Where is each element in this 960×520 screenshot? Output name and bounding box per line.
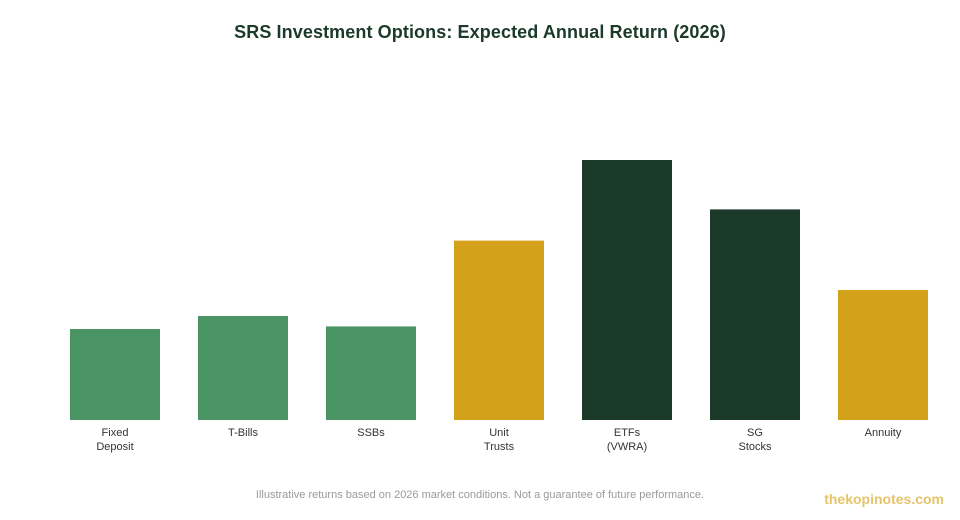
footnote: Illustrative returns based on 2026 marke… bbox=[255, 489, 705, 501]
x-tick-label-4: ETFs (VWRA) bbox=[607, 427, 647, 453]
chart-title: SRS Investment Options: Expected Annual … bbox=[234, 22, 726, 42]
bar-3 bbox=[454, 240, 544, 420]
bar-5 bbox=[710, 209, 800, 420]
bar-6 bbox=[838, 290, 928, 420]
bar-2 bbox=[326, 326, 416, 420]
x-tick-label-5: SG Stocks bbox=[738, 427, 772, 453]
bar-0 bbox=[70, 329, 160, 420]
bar-1 bbox=[198, 316, 288, 420]
bar-4 bbox=[582, 160, 672, 420]
brand-watermark: thekopinotes.com bbox=[824, 491, 944, 507]
x-tick-label-2: SSBs bbox=[357, 427, 385, 439]
x-tick-label-1: T-Bills bbox=[228, 427, 258, 439]
x-tick-label-0: Fixed Deposit bbox=[96, 427, 133, 453]
x-tick-label-6: Annuity bbox=[865, 427, 902, 439]
x-tick-label-3: Unit Trusts bbox=[484, 427, 515, 453]
